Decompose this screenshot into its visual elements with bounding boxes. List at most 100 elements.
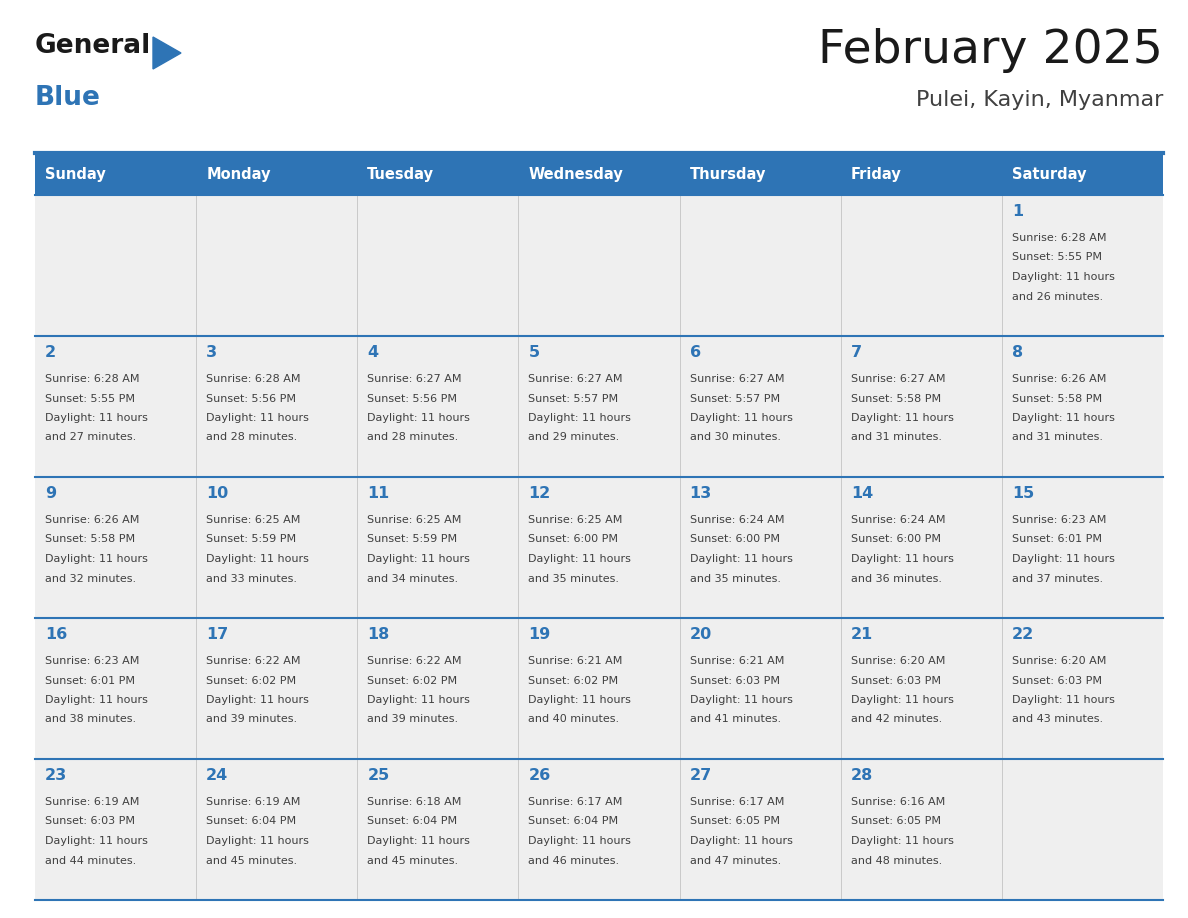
Text: Daylight: 11 hours: Daylight: 11 hours xyxy=(1012,554,1114,564)
Text: 4: 4 xyxy=(367,345,379,360)
Text: Sunrise: 6:21 AM: Sunrise: 6:21 AM xyxy=(689,656,784,666)
Text: Sunset: 6:02 PM: Sunset: 6:02 PM xyxy=(367,676,457,686)
Text: Sunrise: 6:27 AM: Sunrise: 6:27 AM xyxy=(529,374,623,384)
Text: Daylight: 11 hours: Daylight: 11 hours xyxy=(45,836,147,846)
Text: Sunset: 6:00 PM: Sunset: 6:00 PM xyxy=(529,534,619,544)
Text: and 26 minutes.: and 26 minutes. xyxy=(1012,292,1102,301)
Text: Sunrise: 6:19 AM: Sunrise: 6:19 AM xyxy=(45,797,139,807)
Bar xyxy=(1001,759,1163,900)
Text: and 35 minutes.: and 35 minutes. xyxy=(689,574,781,584)
Text: Sunrise: 6:22 AM: Sunrise: 6:22 AM xyxy=(207,656,301,666)
Text: Blue: Blue xyxy=(34,85,101,111)
Text: Sunset: 5:55 PM: Sunset: 5:55 PM xyxy=(45,394,135,404)
Bar xyxy=(358,195,518,336)
Text: Sunset: 5:57 PM: Sunset: 5:57 PM xyxy=(529,394,619,404)
Text: and 39 minutes.: and 39 minutes. xyxy=(207,714,297,724)
Text: Daylight: 11 hours: Daylight: 11 hours xyxy=(1012,413,1114,423)
Text: Daylight: 11 hours: Daylight: 11 hours xyxy=(851,695,954,705)
Text: 13: 13 xyxy=(689,486,712,501)
Text: Saturday: Saturday xyxy=(1012,166,1086,182)
Bar xyxy=(196,153,358,195)
Bar xyxy=(680,477,841,618)
Polygon shape xyxy=(153,37,181,69)
Text: and 32 minutes.: and 32 minutes. xyxy=(45,574,137,584)
Text: Sunrise: 6:27 AM: Sunrise: 6:27 AM xyxy=(689,374,784,384)
Text: Sunset: 5:59 PM: Sunset: 5:59 PM xyxy=(367,534,457,544)
Text: Daylight: 11 hours: Daylight: 11 hours xyxy=(45,695,147,705)
Bar xyxy=(34,618,196,759)
Text: Sunrise: 6:25 AM: Sunrise: 6:25 AM xyxy=(207,515,301,525)
Text: Sunrise: 6:28 AM: Sunrise: 6:28 AM xyxy=(45,374,139,384)
Text: Daylight: 11 hours: Daylight: 11 hours xyxy=(851,554,954,564)
Text: Daylight: 11 hours: Daylight: 11 hours xyxy=(45,413,147,423)
Bar xyxy=(358,336,518,477)
Text: Sunrise: 6:25 AM: Sunrise: 6:25 AM xyxy=(529,515,623,525)
Bar xyxy=(1001,195,1163,336)
Text: Sunrise: 6:26 AM: Sunrise: 6:26 AM xyxy=(1012,374,1106,384)
Bar xyxy=(841,336,1001,477)
Text: Daylight: 11 hours: Daylight: 11 hours xyxy=(529,413,631,423)
Text: Daylight: 11 hours: Daylight: 11 hours xyxy=(367,413,470,423)
Bar xyxy=(841,153,1001,195)
Text: Tuesday: Tuesday xyxy=(367,166,435,182)
Text: Daylight: 11 hours: Daylight: 11 hours xyxy=(689,836,792,846)
Bar xyxy=(841,477,1001,618)
Text: Pulei, Kayin, Myanmar: Pulei, Kayin, Myanmar xyxy=(916,90,1163,110)
Text: and 46 minutes.: and 46 minutes. xyxy=(529,856,620,866)
Text: and 45 minutes.: and 45 minutes. xyxy=(367,856,459,866)
Bar xyxy=(358,759,518,900)
Text: Daylight: 11 hours: Daylight: 11 hours xyxy=(689,413,792,423)
Text: Thursday: Thursday xyxy=(689,166,766,182)
Text: General: General xyxy=(34,33,151,59)
Text: 18: 18 xyxy=(367,627,390,642)
Text: Sunset: 6:00 PM: Sunset: 6:00 PM xyxy=(851,534,941,544)
Text: Sunrise: 6:17 AM: Sunrise: 6:17 AM xyxy=(689,797,784,807)
Bar xyxy=(196,477,358,618)
Text: and 47 minutes.: and 47 minutes. xyxy=(689,856,781,866)
Text: Daylight: 11 hours: Daylight: 11 hours xyxy=(207,695,309,705)
Bar xyxy=(34,153,196,195)
Text: Sunrise: 6:24 AM: Sunrise: 6:24 AM xyxy=(689,515,784,525)
Text: 1: 1 xyxy=(1012,204,1023,219)
Text: Sunset: 5:55 PM: Sunset: 5:55 PM xyxy=(1012,252,1101,263)
Bar xyxy=(1001,618,1163,759)
Text: and 48 minutes.: and 48 minutes. xyxy=(851,856,942,866)
Text: 15: 15 xyxy=(1012,486,1034,501)
Text: and 35 minutes.: and 35 minutes. xyxy=(529,574,619,584)
Bar xyxy=(680,153,841,195)
Text: 23: 23 xyxy=(45,768,68,783)
Text: Sunset: 6:05 PM: Sunset: 6:05 PM xyxy=(689,816,779,826)
Bar xyxy=(34,336,196,477)
Text: and 31 minutes.: and 31 minutes. xyxy=(851,432,942,442)
Text: 21: 21 xyxy=(851,627,873,642)
Bar xyxy=(196,195,358,336)
Bar xyxy=(1001,336,1163,477)
Text: 2: 2 xyxy=(45,345,56,360)
Text: and 28 minutes.: and 28 minutes. xyxy=(367,432,459,442)
Text: Sunrise: 6:20 AM: Sunrise: 6:20 AM xyxy=(851,656,946,666)
Text: Daylight: 11 hours: Daylight: 11 hours xyxy=(689,554,792,564)
Text: Sunset: 6:04 PM: Sunset: 6:04 PM xyxy=(529,816,619,826)
Text: Sunset: 5:56 PM: Sunset: 5:56 PM xyxy=(367,394,457,404)
Bar xyxy=(680,618,841,759)
Bar xyxy=(841,759,1001,900)
Bar xyxy=(34,195,196,336)
Text: and 34 minutes.: and 34 minutes. xyxy=(367,574,459,584)
Text: and 30 minutes.: and 30 minutes. xyxy=(689,432,781,442)
Text: Sunset: 6:04 PM: Sunset: 6:04 PM xyxy=(367,816,457,826)
Text: and 28 minutes.: and 28 minutes. xyxy=(207,432,297,442)
Text: 28: 28 xyxy=(851,768,873,783)
Text: Sunrise: 6:23 AM: Sunrise: 6:23 AM xyxy=(45,656,139,666)
Text: Sunset: 6:01 PM: Sunset: 6:01 PM xyxy=(45,676,135,686)
Text: Daylight: 11 hours: Daylight: 11 hours xyxy=(207,836,309,846)
Text: Sunrise: 6:25 AM: Sunrise: 6:25 AM xyxy=(367,515,462,525)
Text: Sunset: 6:03 PM: Sunset: 6:03 PM xyxy=(1012,676,1101,686)
Text: Sunrise: 6:24 AM: Sunrise: 6:24 AM xyxy=(851,515,946,525)
Text: Daylight: 11 hours: Daylight: 11 hours xyxy=(367,695,470,705)
Text: Daylight: 11 hours: Daylight: 11 hours xyxy=(689,695,792,705)
Text: Sunset: 6:02 PM: Sunset: 6:02 PM xyxy=(529,676,619,686)
Text: Sunrise: 6:27 AM: Sunrise: 6:27 AM xyxy=(851,374,946,384)
Text: and 36 minutes.: and 36 minutes. xyxy=(851,574,942,584)
Text: 7: 7 xyxy=(851,345,861,360)
Text: 9: 9 xyxy=(45,486,56,501)
